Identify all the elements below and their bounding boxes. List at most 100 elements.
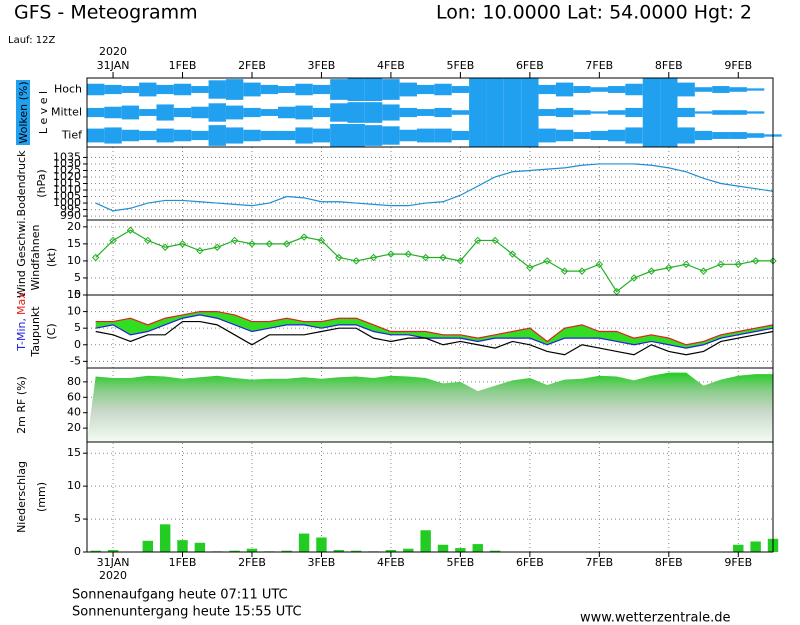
marker bbox=[439, 253, 447, 262]
cloud-cell bbox=[191, 86, 209, 93]
y-tick-label: 15 bbox=[67, 237, 81, 250]
cloud-cell bbox=[399, 82, 417, 97]
marker bbox=[665, 264, 673, 272]
cloud-cell bbox=[312, 128, 331, 143]
cloud-cell bbox=[156, 104, 174, 121]
cloud-cell bbox=[330, 103, 348, 122]
y-tick-label: 10 bbox=[67, 254, 81, 267]
cloud-cell bbox=[104, 84, 122, 95]
location: Lon: 10.0000 Lat: 54.0000 Hgt: 2 bbox=[436, 2, 752, 24]
y-axis-label: Windfahnen bbox=[29, 225, 42, 291]
level-label: Hoch bbox=[54, 83, 82, 96]
y-tick-label: 1030 bbox=[53, 157, 81, 170]
cloud-cell bbox=[278, 106, 296, 119]
marker bbox=[526, 264, 534, 272]
marker bbox=[213, 243, 221, 251]
y-tick-label: 990 bbox=[60, 209, 81, 222]
y-axis-label: (C) bbox=[45, 323, 58, 339]
cloud-cell bbox=[451, 130, 470, 141]
cloud-cell bbox=[434, 128, 452, 143]
cloud-cell bbox=[173, 107, 192, 118]
cloud-cell bbox=[729, 132, 747, 139]
marker bbox=[421, 253, 430, 262]
level-label: Mittel bbox=[51, 106, 82, 119]
x-tick-label: 6FEB bbox=[516, 556, 544, 569]
cloud-cell bbox=[312, 84, 331, 95]
y-tick-label: 15 bbox=[67, 288, 81, 301]
cloud-cell bbox=[104, 127, 122, 144]
y-tick-label: 5 bbox=[74, 321, 81, 334]
cloud-cell bbox=[347, 124, 365, 147]
cloud-cell bbox=[382, 79, 400, 100]
cloud-cell bbox=[503, 101, 522, 124]
marker bbox=[508, 250, 517, 258]
marker bbox=[109, 236, 117, 245]
cloud-cell bbox=[156, 128, 174, 143]
x-tick-label: 2FEB bbox=[238, 59, 266, 72]
series-line bbox=[95, 314, 774, 349]
bar bbox=[177, 540, 188, 552]
y-tick-label: 20 bbox=[67, 220, 81, 233]
cloud-cell bbox=[121, 129, 140, 142]
cloud-cell bbox=[521, 78, 539, 101]
cloud-cell bbox=[608, 86, 626, 93]
cloud-cell bbox=[694, 87, 713, 92]
bar bbox=[107, 550, 119, 552]
level-label: Tief bbox=[61, 129, 83, 142]
cloud-cell bbox=[712, 86, 730, 93]
cloud-cell bbox=[451, 86, 470, 93]
cloud-cell bbox=[312, 107, 331, 118]
cloud-cell bbox=[191, 106, 209, 119]
marker bbox=[265, 240, 274, 248]
x-tick-label: 1FEB bbox=[169, 556, 197, 569]
cloud-cell bbox=[538, 84, 556, 95]
cloud-cell bbox=[416, 84, 435, 95]
cloud-cell bbox=[486, 124, 504, 147]
cloud-cell bbox=[712, 110, 730, 115]
marker bbox=[456, 257, 465, 265]
cloud-cell bbox=[121, 105, 140, 120]
legend-entry: Max bbox=[15, 292, 28, 315]
y-tick-label: 0 bbox=[74, 545, 81, 558]
year: 2020 bbox=[99, 569, 127, 582]
y-axis-label: (mm) bbox=[35, 482, 48, 512]
cloud-cell bbox=[364, 102, 383, 123]
cloud-cell bbox=[746, 133, 765, 138]
cloud-cell bbox=[347, 78, 365, 101]
cloud-cell bbox=[434, 107, 452, 118]
bar bbox=[437, 544, 449, 552]
x-tick-label: 31JAN bbox=[97, 59, 130, 72]
cloud-cell bbox=[503, 124, 522, 147]
x-tick-label: 7FEB bbox=[585, 556, 613, 569]
y-tick-label: 1015 bbox=[53, 177, 81, 190]
cloud-cell bbox=[139, 130, 157, 141]
cloud-cell bbox=[330, 79, 348, 100]
panel-frame bbox=[86, 441, 774, 553]
cloud-cell bbox=[746, 88, 765, 91]
marker bbox=[543, 257, 551, 265]
bar bbox=[750, 541, 761, 552]
cloud-cell bbox=[677, 107, 695, 118]
y-axis-label: (hPa) bbox=[35, 169, 48, 197]
x-tick-label: 7FEB bbox=[585, 59, 613, 72]
year: 2020 bbox=[99, 45, 127, 58]
marker bbox=[126, 226, 135, 234]
y-tick-label: 995 bbox=[60, 203, 81, 216]
panel-frame bbox=[86, 146, 774, 221]
marker bbox=[717, 260, 725, 269]
cloud-cell bbox=[208, 125, 226, 146]
y-tick-label: 10 bbox=[67, 479, 81, 492]
cloud-cell bbox=[191, 130, 209, 141]
cloud-cell bbox=[399, 107, 417, 118]
cloud-cell bbox=[260, 84, 279, 95]
cloud-cell bbox=[278, 130, 296, 141]
cloud-cell bbox=[590, 130, 609, 141]
y-axis-label: Wind Geschwi. bbox=[15, 217, 28, 298]
cloud-cell bbox=[677, 82, 695, 97]
cloud-cell bbox=[330, 124, 348, 147]
cloud-cell bbox=[521, 101, 539, 124]
cloud-cell bbox=[434, 83, 452, 96]
marker bbox=[387, 250, 395, 258]
marker bbox=[230, 236, 239, 245]
y-tick-label: -5 bbox=[70, 354, 81, 367]
